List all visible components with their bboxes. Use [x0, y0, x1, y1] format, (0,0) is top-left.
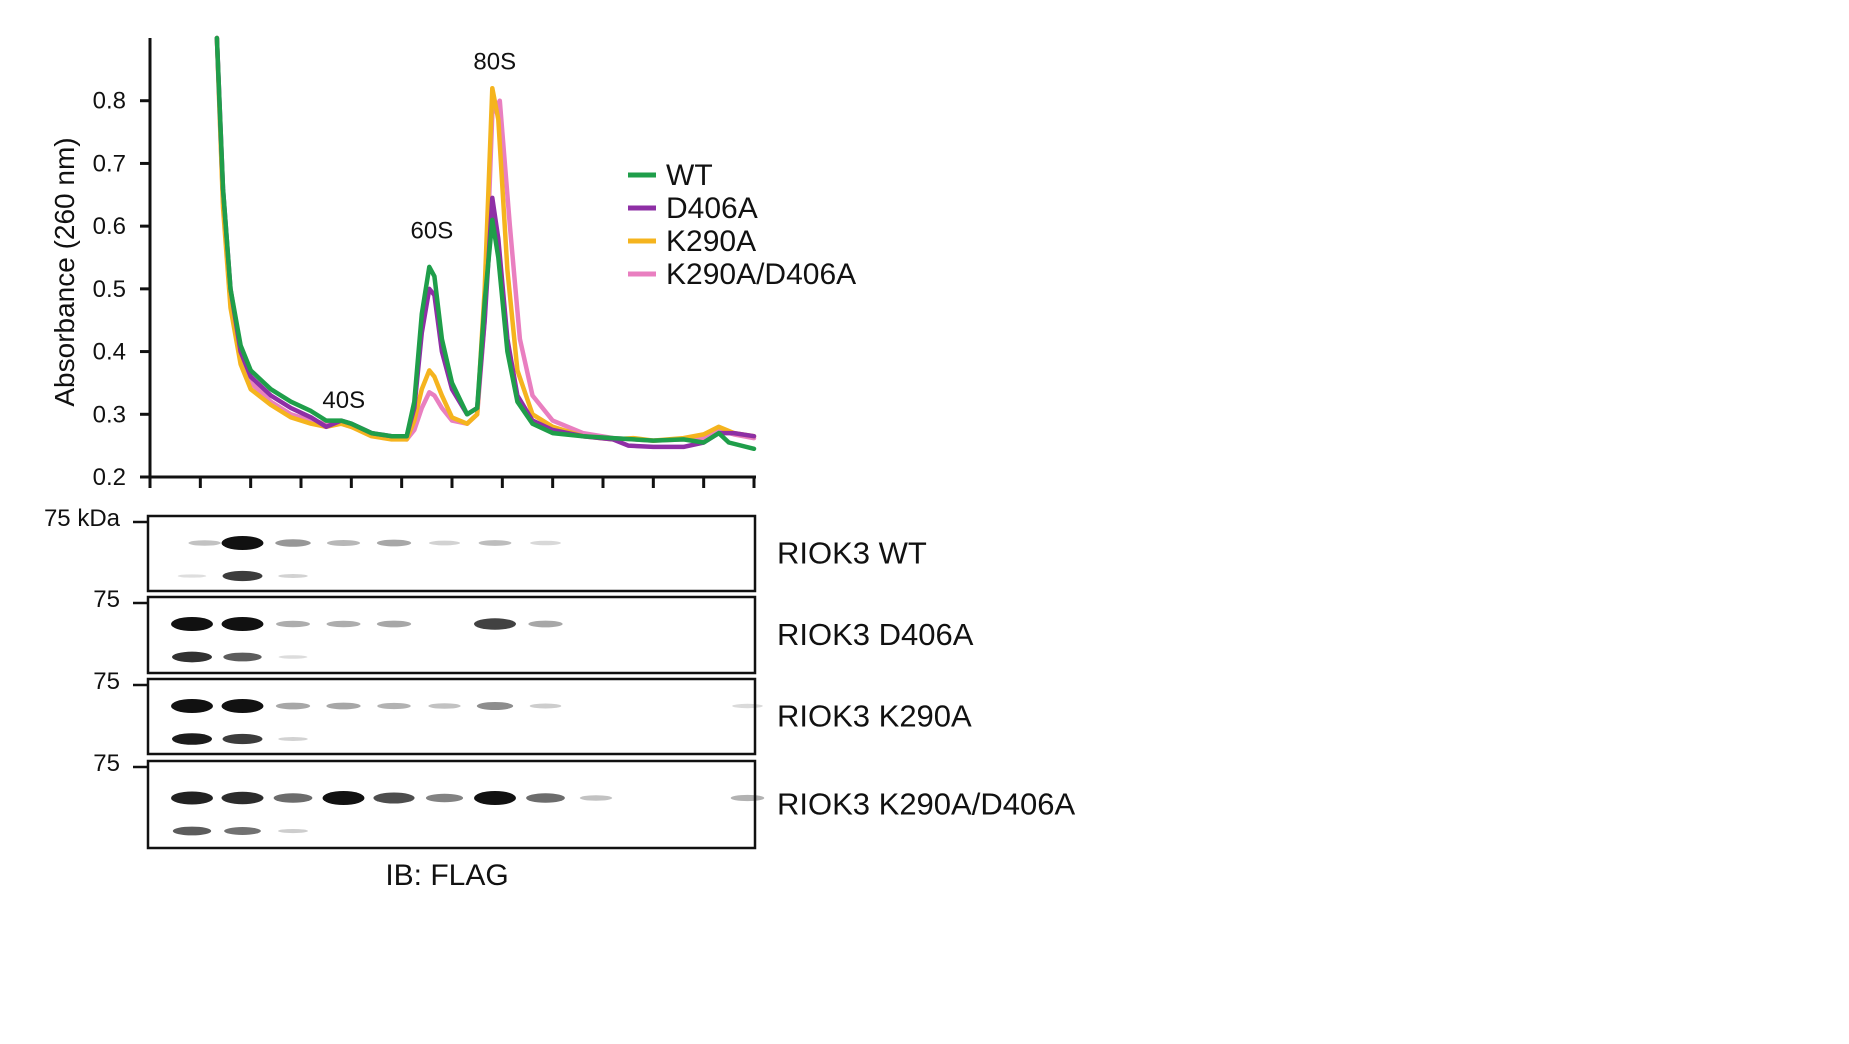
x-ticks	[148, 477, 756, 488]
blot-band-lower	[172, 733, 212, 745]
peak-label-40s: 40S	[322, 387, 365, 414]
y-tick-label: 0.8	[93, 88, 126, 115]
blot-label: RIOK3 K290A/D406A	[777, 787, 1075, 822]
y-tick-label: 0.5	[93, 276, 126, 303]
blot-band	[529, 703, 562, 709]
blot-band-lower	[278, 655, 308, 659]
blot-band	[326, 702, 361, 710]
blot-band	[275, 539, 311, 547]
blot-band	[428, 540, 461, 546]
blot-band	[222, 537, 263, 549]
y-tick-label: 0.2	[93, 464, 126, 491]
series-line-wt	[214, 35, 757, 452]
legend-label: K290A	[666, 225, 756, 258]
blot-band	[373, 792, 415, 804]
blot-band	[171, 791, 213, 805]
blot-band	[579, 795, 613, 801]
blot-label: RIOK3 WT	[777, 536, 927, 571]
blot-band	[428, 703, 461, 709]
blot-panel: 75 kDa RIOK3 WT	[44, 505, 927, 593]
blot-band	[730, 794, 765, 802]
legend-label: K290A/D406A	[666, 258, 856, 291]
blot-band-lower	[222, 733, 263, 745]
blot-band-lower	[172, 826, 212, 836]
y-axis-title: Absorbance (260 nm)	[49, 137, 80, 406]
blot-band	[171, 617, 213, 631]
mw-label: 75	[93, 750, 120, 777]
y-tick-label: 0.7	[93, 150, 126, 177]
y-tick-label: 0.4	[93, 339, 126, 366]
blot-band	[376, 620, 412, 628]
blot-band	[476, 702, 514, 710]
blot-band-lower	[224, 827, 261, 835]
blot-band	[474, 618, 516, 630]
blot-band	[273, 793, 313, 803]
peak-labels: 40S 60S 80S	[322, 48, 516, 414]
blot-band	[528, 620, 563, 628]
blot-band-lower	[222, 570, 263, 582]
blot-panel: 75 RIOK3 D406A	[93, 586, 974, 675]
blot-band-lower	[278, 574, 308, 578]
mw-label: 75 kDa	[44, 505, 121, 532]
blot-band	[188, 540, 221, 546]
blot-band	[478, 540, 512, 546]
blot-band	[376, 539, 412, 547]
absorbance-plot: Absorbance (260 nm) 0.20.30.40.50.60.70.…	[49, 35, 856, 491]
mw-label: 75	[93, 586, 120, 613]
blot-band-lower	[177, 574, 207, 578]
western-blots: 75 kDa RIOK3 WT 75 RIOK3 D406A 75 RIOK3 K290A…	[44, 505, 1075, 850]
blot-band	[377, 702, 411, 710]
blot-band	[425, 793, 464, 803]
ib-label: IB: FLAG	[385, 859, 508, 892]
blot-band-lower	[223, 652, 262, 662]
blot-band	[221, 699, 264, 713]
blot-frame	[146, 759, 757, 850]
blot-band	[530, 540, 561, 546]
blot-frame	[146, 595, 757, 675]
blot-panel: 75 RIOK3 K290A	[93, 668, 972, 756]
blot-band	[326, 620, 361, 628]
series-lines	[214, 35, 757, 452]
blot-band-lower	[172, 651, 212, 663]
legend-label: WT	[666, 159, 713, 192]
blot-band-lower	[278, 828, 308, 834]
mw-label: 75	[93, 668, 120, 695]
blot-band	[221, 791, 264, 805]
y-tick-label: 0.6	[93, 213, 126, 240]
blot-band	[732, 703, 763, 709]
blot-band	[221, 617, 264, 631]
blot-band	[276, 620, 310, 628]
peak-label-60s: 60S	[411, 218, 454, 245]
peak-label-80s: 80S	[473, 48, 516, 75]
blot-label: RIOK3 K290A	[777, 699, 972, 734]
legend-label: D406A	[666, 192, 758, 225]
blot-band	[526, 793, 565, 803]
blot-band	[322, 791, 365, 805]
blot-band	[326, 540, 361, 546]
blot-band	[474, 791, 516, 805]
y-ticks: 0.2 0.3 0.4 0.5 0.6 0.7 0.8	[93, 88, 150, 491]
blot-label: RIOK3 D406A	[777, 617, 974, 652]
blot-band	[275, 702, 311, 710]
y-tick-label: 0.3	[93, 401, 126, 428]
blot-band-lower	[278, 737, 308, 741]
blot-panel: 75 RIOK3 K290A/D406A	[93, 750, 1075, 850]
blot-band	[171, 699, 213, 713]
